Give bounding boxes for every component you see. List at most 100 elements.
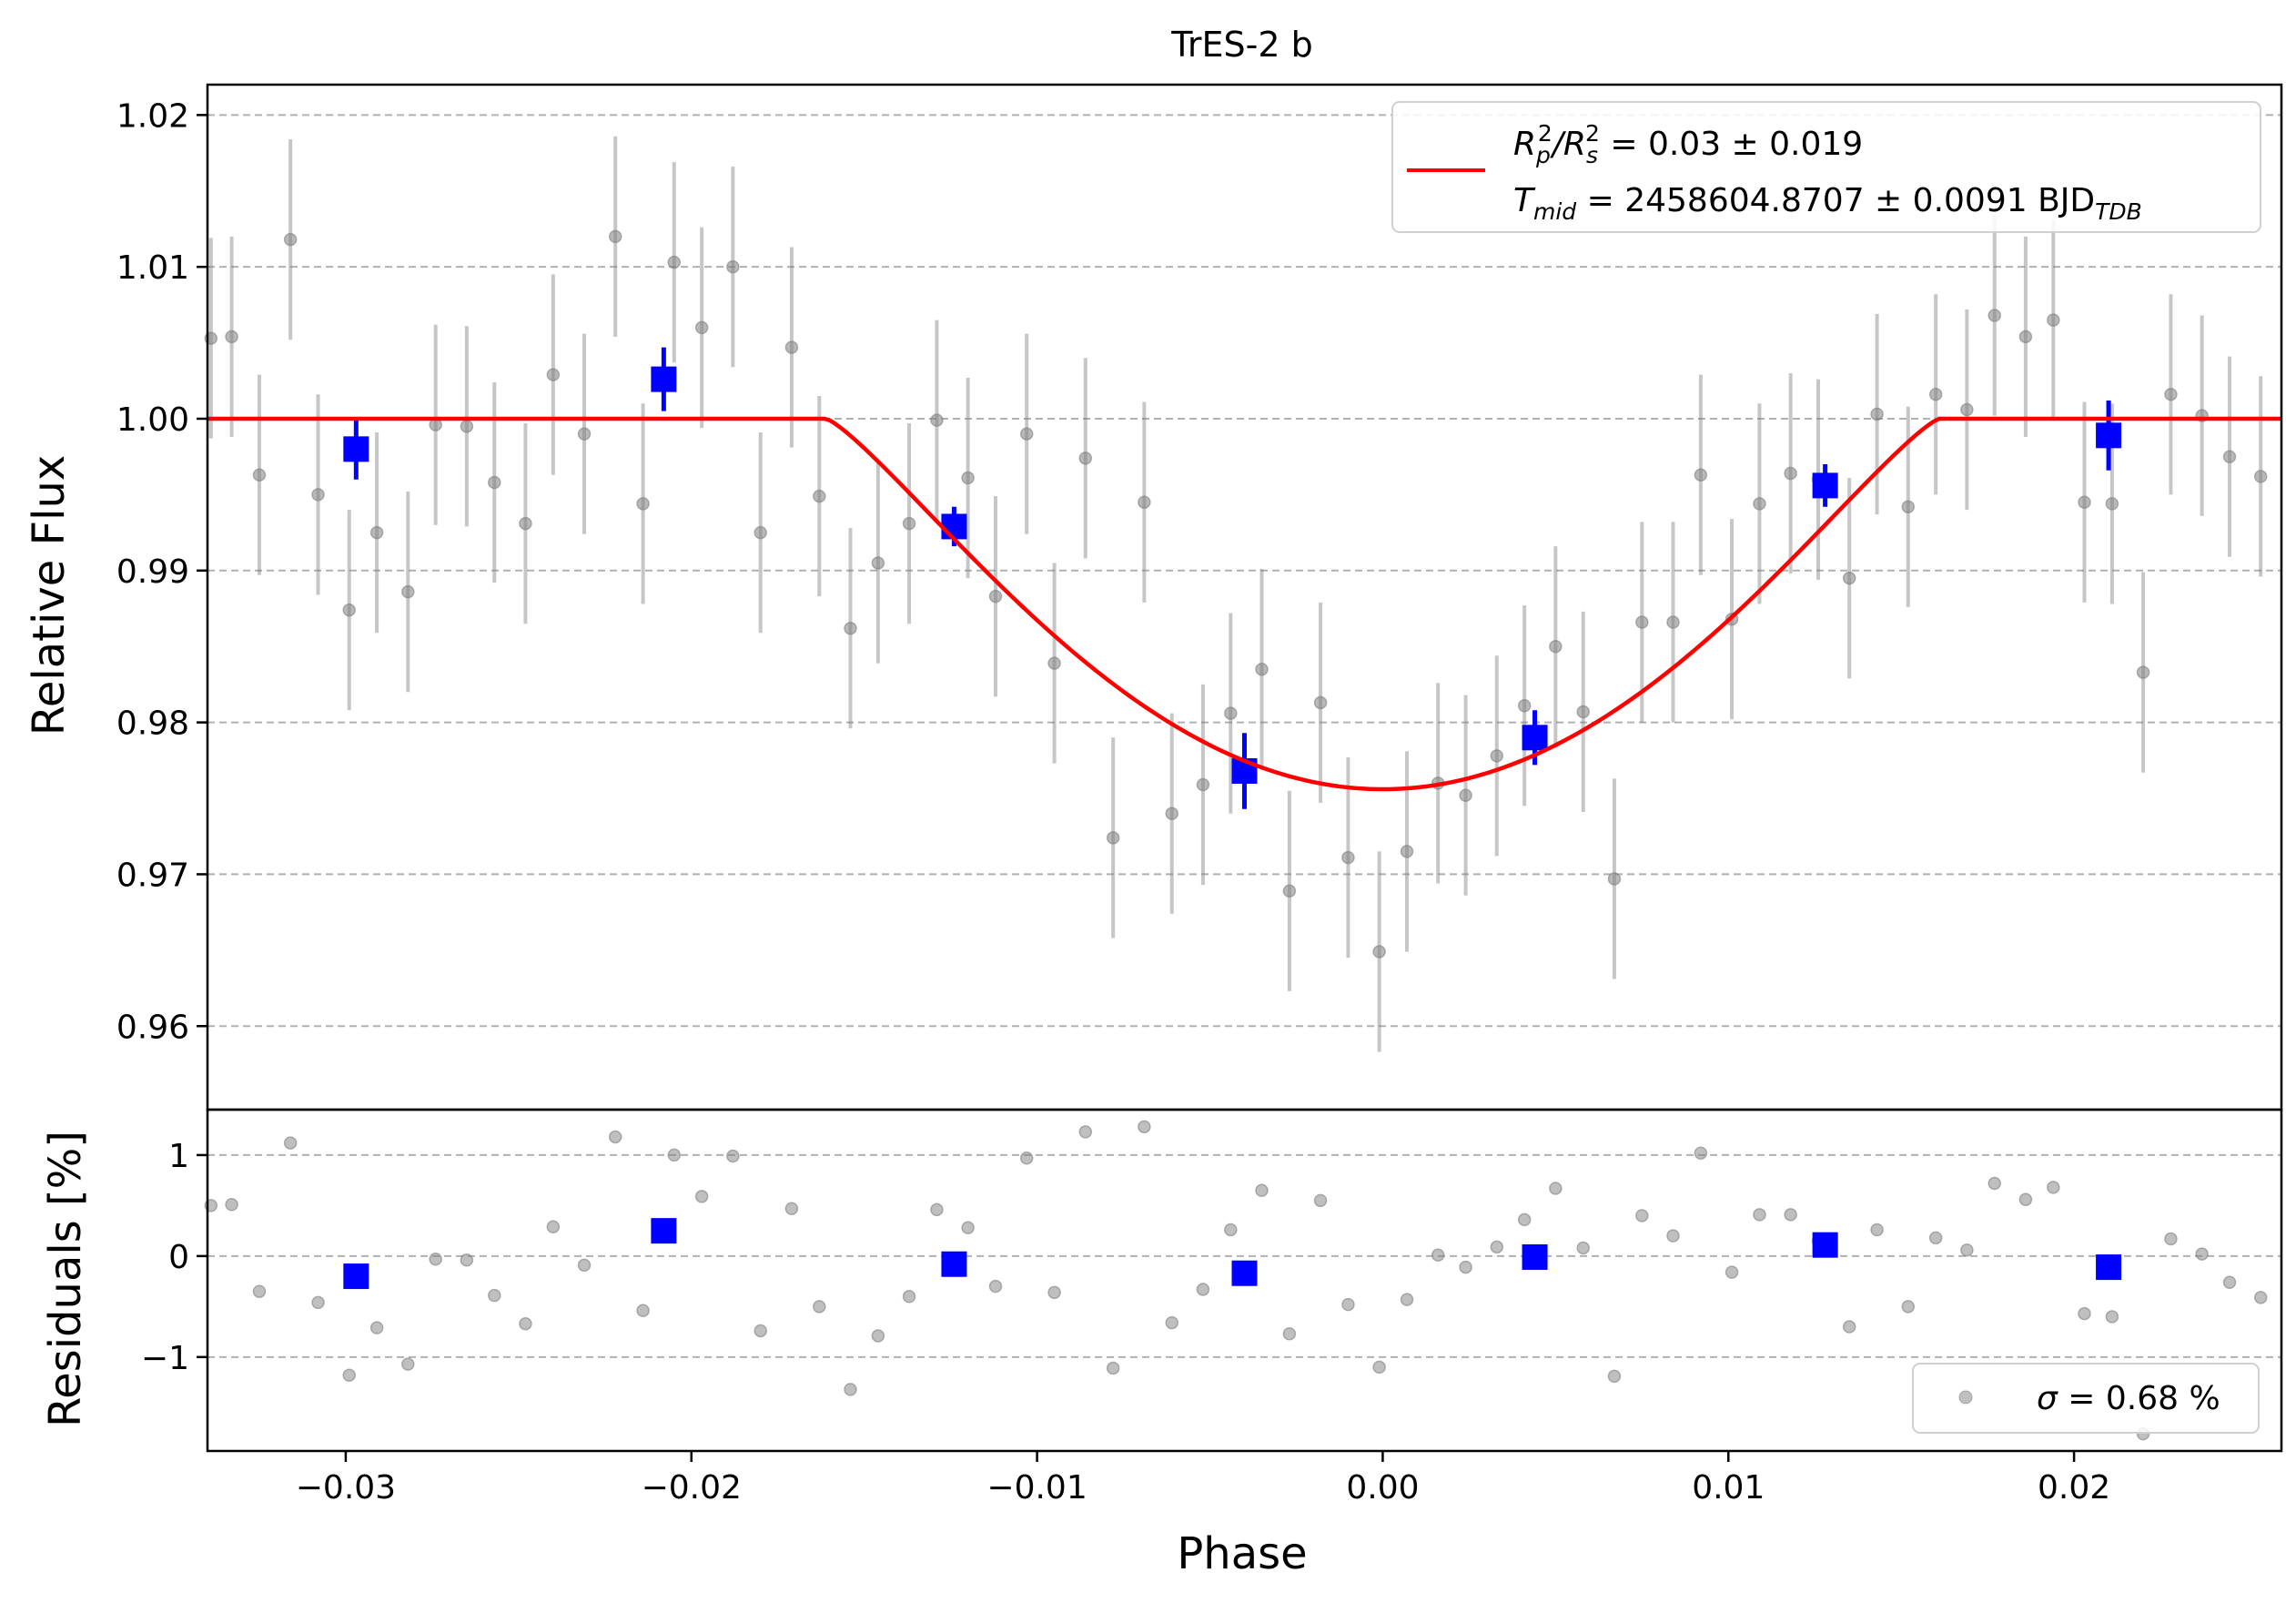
res-legend-box xyxy=(1912,1363,2260,1434)
main-gray-point xyxy=(1549,639,1563,654)
main-gray-point xyxy=(1019,427,1034,441)
res-gray-point xyxy=(2253,1291,2268,1304)
main-binned-point xyxy=(1812,472,1838,499)
res-legend: σ = 0.68 % xyxy=(1912,1363,2260,1434)
res-ylabel: Residuals [%] xyxy=(40,1131,91,1427)
main-gray-point xyxy=(1078,451,1093,465)
main-gray-point xyxy=(2105,497,2119,511)
res-xticks: −0.03 −0.02 −0.01 0.00 0.01 0.02 xyxy=(296,1451,2110,1507)
res-gray-point xyxy=(1282,1327,1297,1341)
res-gray-point xyxy=(1607,1369,1622,1384)
main-yticks: 0.96 0.97 0.98 0.99 1.00 1.01 1.02 xyxy=(116,97,207,1046)
main-gray-point xyxy=(1313,695,1328,710)
main-gray-point xyxy=(1753,497,1766,511)
res-gray-point xyxy=(1047,1285,1061,1300)
main-gray-point xyxy=(784,340,799,354)
res-gray-point xyxy=(871,1329,885,1343)
res-xtick-label: −0.02 xyxy=(642,1469,742,1507)
res-xtick-label: 0.00 xyxy=(1346,1469,1419,1507)
legend-tmid-value: = 2458604.8707 ± 0.0091 BJD xyxy=(1576,182,2095,219)
main-gray-point xyxy=(311,488,325,502)
main-gray-point xyxy=(369,525,384,540)
legend-depth-value: = 0.03 ± 0.019 xyxy=(1600,126,1863,163)
res-gray-point xyxy=(1078,1125,1093,1139)
main-gray-point xyxy=(930,413,944,427)
res-gray-point xyxy=(2078,1306,2091,1321)
res-gray-point xyxy=(608,1130,622,1144)
main-gray-point xyxy=(1224,706,1238,720)
main-gray-point xyxy=(1165,807,1178,820)
res-xtick-label: 0.01 xyxy=(1692,1469,1765,1507)
main-gray-point xyxy=(577,427,592,441)
main-gray-point xyxy=(2047,313,2060,327)
main-gray-point xyxy=(754,525,767,540)
legend-tmid-tdb: TDB xyxy=(2095,198,2142,225)
res-binned-point xyxy=(2096,1254,2122,1281)
res-gray-point xyxy=(636,1304,650,1318)
chart-title: TrES-2 b xyxy=(1170,25,1312,65)
res-gray-point xyxy=(252,1284,267,1298)
res-gray-point xyxy=(1928,1231,1943,1245)
main-gray-point xyxy=(2164,388,2178,401)
main-binned-point xyxy=(651,366,677,392)
res-ytick-label: −1 xyxy=(141,1340,189,1377)
main-gray-point xyxy=(1138,495,1151,509)
main-gray-point xyxy=(1341,850,1355,865)
res-binned-point xyxy=(941,1251,967,1277)
main-gray-point xyxy=(1490,749,1504,763)
main-gray-point xyxy=(871,556,885,570)
main-gray-point xyxy=(2078,495,2091,509)
legend-line-depth: Rp2/Rs2 = 0.03 ± 0.019 xyxy=(1513,120,1863,168)
res-gray-point xyxy=(961,1221,975,1235)
res-legend-value: = 0.68 % xyxy=(2058,1380,2220,1417)
res-gray-point xyxy=(401,1357,415,1371)
main-gray-point xyxy=(519,516,532,531)
main-gray-point xyxy=(1576,705,1590,719)
main-grid xyxy=(207,114,2281,1028)
main-binned-point xyxy=(941,513,967,540)
main-gray-point xyxy=(961,471,975,485)
res-frame xyxy=(206,1108,2283,1453)
res-gray-point xyxy=(1313,1193,1328,1208)
main-gray-point xyxy=(1400,845,1414,858)
res-gray-point xyxy=(1753,1208,1766,1222)
res-gray-point xyxy=(1196,1283,1210,1296)
res-legend-text: σ = 0.68 % xyxy=(2037,1380,2220,1417)
res-gray-point xyxy=(1106,1361,1120,1375)
main-gray-point xyxy=(342,603,356,617)
res-gray-point xyxy=(1842,1320,1856,1334)
res-gray-point xyxy=(2164,1232,2178,1246)
main-ytick-label: 1.00 xyxy=(116,401,189,439)
main-gray-point xyxy=(1870,407,1884,421)
res-xtick-label: −0.03 xyxy=(296,1469,396,1507)
main-gray-point xyxy=(2253,470,2268,483)
legend-depth-R1: R xyxy=(1513,126,1536,163)
main-gray-point xyxy=(1459,788,1472,802)
res-gray-point xyxy=(1635,1209,1649,1223)
main-frame xyxy=(206,83,2283,1111)
legend-depth-sup2: 2 xyxy=(1585,120,1600,147)
res-gray-point xyxy=(488,1288,501,1303)
res-gray-point xyxy=(519,1316,532,1331)
main-gray-point xyxy=(1635,615,1649,629)
res-gray-point xyxy=(1255,1183,1269,1198)
main-gray-point xyxy=(1196,777,1210,792)
res-gray-point xyxy=(225,1198,238,1212)
res-gray-point xyxy=(1576,1241,1590,1255)
res-gray-point xyxy=(1960,1243,1974,1257)
res-gray-point xyxy=(2105,1310,2119,1324)
res-gray-point xyxy=(902,1290,916,1304)
main-ytick-label: 0.98 xyxy=(116,705,189,743)
main-ytick-label: 0.97 xyxy=(116,857,189,894)
main-legend: Rp2/Rs2 = 0.03 ± 0.019 Tmid = 2458604.87… xyxy=(1391,101,2261,233)
legend-depth-sup1: 2 xyxy=(1538,120,1553,147)
main-gray-point xyxy=(1901,500,1916,513)
main-gray-point xyxy=(252,468,267,482)
main-gray-point xyxy=(401,584,415,599)
res-gray-point xyxy=(283,1136,298,1150)
res-gray-point xyxy=(2195,1247,2209,1261)
res-gray-point xyxy=(667,1148,682,1162)
res-gray-point xyxy=(2047,1181,2060,1194)
res-gray-point xyxy=(813,1300,826,1314)
